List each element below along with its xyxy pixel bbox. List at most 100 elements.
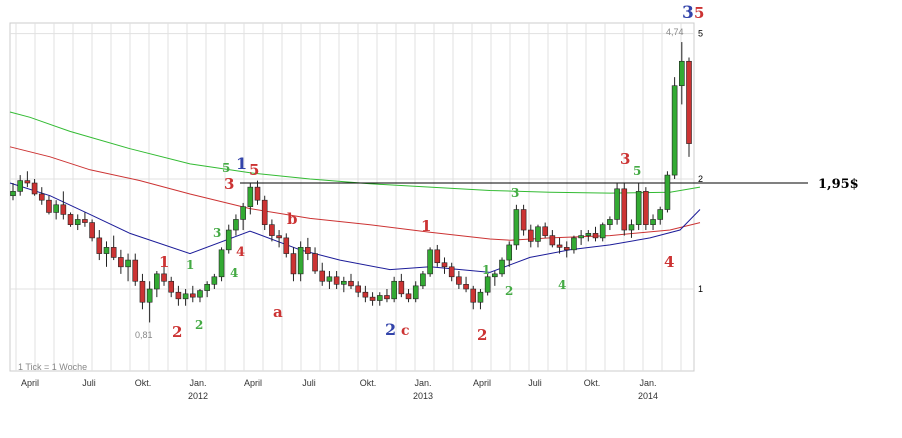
candle [398,273,405,298]
candle-body [535,226,541,242]
candle-body [290,253,297,275]
wave-label-25: 5 [694,4,704,22]
wave-label-8: 4 [236,245,245,260]
x-tick-label-11: Jan. [639,378,656,388]
y-tick-label-0: 1 [698,284,703,294]
wave-label-15: 1 [421,217,431,235]
candle [312,247,318,274]
candle [333,271,340,289]
candle [679,42,685,105]
candle-body [391,280,397,300]
wave-label-7: 3 [224,175,234,193]
candle [671,77,678,179]
candle-body [492,273,498,278]
candle [132,253,139,286]
candle-body [161,273,167,282]
candle-body [484,276,491,293]
candle-body [563,247,570,251]
candle [204,281,210,298]
candle [686,57,692,157]
wave-label-22: 3 [620,150,630,168]
candle-body [405,293,412,300]
candle [269,219,275,242]
candle-body [520,209,527,231]
year-label-0: 2012 [188,391,208,401]
candle [82,212,88,227]
candle-body [355,285,361,293]
x-tick-label-6: Okt. [360,378,377,388]
year-label-2: 2014 [638,391,658,401]
x-tick-label-4: April [244,378,262,388]
candle [31,179,38,196]
x-tick-label-9: Juli [528,378,542,388]
candle [60,191,67,220]
candle [74,214,81,231]
candle-body [427,249,433,275]
candle-body [283,237,290,254]
candle [182,289,189,306]
candle-body [635,191,642,225]
candle [24,171,31,188]
candle [535,224,541,248]
candle-body [369,296,376,301]
candle [657,206,664,225]
wave-label-0: 1 [159,253,169,271]
candle [261,195,268,231]
candle [290,247,297,282]
candle-body [168,280,175,293]
candle [427,247,433,277]
candle [420,271,426,289]
footnote: 1 Tick = 1 Woche [18,362,87,372]
candle [254,180,261,205]
candle-body [527,229,534,242]
candle [240,202,246,231]
wave-label-1: 2 [172,323,182,341]
candle-body [686,60,692,144]
wave-label-2: 1 [186,258,194,272]
candle-body [118,257,124,268]
candle-body [312,253,318,272]
candle-body [60,204,67,215]
candles [10,42,692,323]
candle [362,285,369,303]
candle-body [319,270,326,282]
candle [384,289,390,303]
candle [607,216,613,231]
candle [412,281,419,303]
y-tick-label-2: 5 [698,29,703,39]
candle-body [420,273,426,287]
candle [369,292,376,306]
candle [376,292,383,306]
candle [247,183,254,215]
candle [161,266,167,286]
candle-body [175,291,182,300]
candle [146,281,153,323]
candle [592,226,599,242]
candle-body [297,247,304,275]
candle-body [585,233,592,236]
moving-average-line-0 [9,111,701,194]
resistance-label: 1,95$ [818,177,859,192]
candle [434,244,441,267]
candle [571,235,577,254]
candle [563,241,570,258]
moving-average-line-1 [9,146,701,241]
candle [154,271,160,298]
candle [542,222,548,238]
candle [211,273,218,289]
candle [67,212,74,227]
candle [578,230,584,245]
x-tick-label-10: Okt. [584,378,601,388]
candle [341,276,347,293]
candle-body [326,276,333,282]
candle [628,219,635,238]
candle-body [53,204,59,213]
candle-body [348,280,354,287]
candle-body [225,229,232,251]
candle-body [31,182,38,195]
wave-label-6: 5 [222,161,230,175]
candle-body [376,295,383,301]
wave-label-3: 2 [195,318,203,332]
candle [175,285,182,306]
candle [614,183,620,225]
